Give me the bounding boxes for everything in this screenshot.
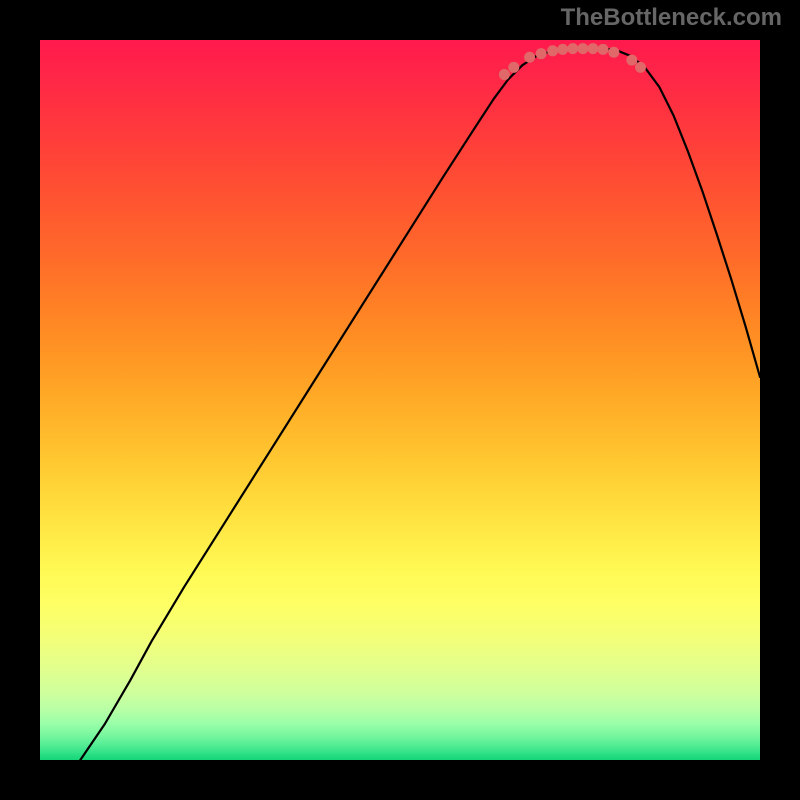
chart-plot-area [40,40,760,760]
curve-marker [499,69,510,80]
curve-marker [536,48,547,59]
curve-marker [587,43,598,54]
curve-marker [598,44,609,55]
curve-marker [508,62,519,73]
curve-marker [524,52,535,63]
watermark-text: TheBottleneck.com [561,4,782,32]
curve-marker [567,43,578,54]
curve-marker [557,44,568,55]
curve-marker [547,45,558,56]
curve-marker [608,47,619,58]
bottleneck-curve [40,40,760,760]
curve-marker [635,62,646,73]
curve-marker [577,43,588,54]
curve-marker [626,55,637,66]
curve-path [80,48,760,760]
